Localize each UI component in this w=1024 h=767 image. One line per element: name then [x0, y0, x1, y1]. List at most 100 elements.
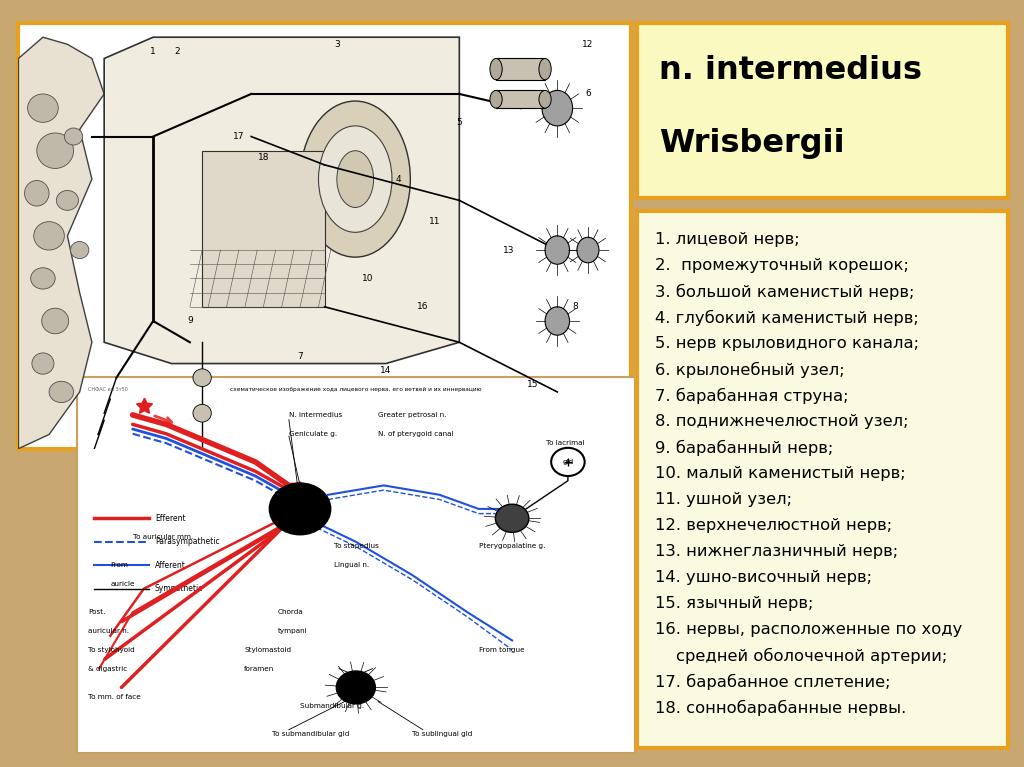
Text: Pterygopalatine g.: Pterygopalatine g. — [478, 544, 545, 549]
Ellipse shape — [25, 180, 49, 206]
FancyBboxPatch shape — [18, 23, 631, 449]
Text: 18. соннобарабанные нервы.: 18. соннобарабанные нервы. — [655, 700, 906, 716]
Text: средней оболочечной артерии;: средней оболочечной артерии; — [655, 648, 947, 664]
Circle shape — [545, 307, 569, 335]
Bar — [202, 150, 325, 307]
Text: Post.: Post. — [88, 609, 105, 615]
Polygon shape — [104, 37, 460, 364]
Circle shape — [496, 504, 528, 532]
Text: Stylomastoid: Stylomastoid — [245, 647, 292, 653]
Text: To stylohyoid: To stylohyoid — [88, 647, 135, 653]
Text: 7. барабанная струна;: 7. барабанная струна; — [655, 388, 849, 404]
Ellipse shape — [318, 126, 392, 232]
Text: 6. крылонебный узел;: 6. крылонебный узел; — [655, 362, 845, 378]
Text: 12: 12 — [583, 40, 594, 49]
Text: 4. глубокий каменистый нерв;: 4. глубокий каменистый нерв; — [655, 311, 920, 327]
Text: To submandibular gld: To submandibular gld — [272, 732, 349, 737]
FancyBboxPatch shape — [637, 211, 1008, 748]
Text: Afferent: Afferent — [155, 561, 185, 570]
Text: auricular n.: auricular n. — [88, 628, 129, 634]
Text: Wrisbergii: Wrisbergii — [659, 128, 845, 159]
Bar — [496, 91, 545, 108]
Text: 14: 14 — [380, 366, 391, 375]
Circle shape — [336, 671, 376, 704]
Text: 9. барабанный нерв;: 9. барабанный нерв; — [655, 440, 834, 456]
Text: 6: 6 — [585, 90, 591, 98]
Text: N. of pterygoid canal: N. of pterygoid canal — [378, 431, 454, 436]
Text: gld: gld — [562, 459, 573, 465]
Text: Lingual n.: Lingual n. — [334, 562, 369, 568]
Text: 3: 3 — [334, 40, 340, 49]
Text: 1: 1 — [151, 47, 156, 56]
Text: схематическое изображение хода лицевого нерва, его ветвей и их иннервацию: схематическое изображение хода лицевого … — [230, 387, 481, 392]
Text: N. intermedius: N. intermedius — [289, 412, 342, 418]
Text: 3. большой каменистый нерв;: 3. большой каменистый нерв; — [655, 285, 914, 301]
Text: auricle: auricle — [111, 581, 135, 587]
Polygon shape — [18, 37, 104, 449]
Ellipse shape — [300, 101, 411, 257]
Text: 1. лицевой нерв;: 1. лицевой нерв; — [655, 232, 800, 248]
Text: 8: 8 — [572, 302, 579, 311]
Text: 13: 13 — [503, 245, 514, 255]
Text: 5. нерв крыловидного канала;: 5. нерв крыловидного канала; — [655, 336, 920, 351]
Text: To auricular mm.: To auricular mm. — [133, 534, 193, 540]
Text: Geniculate g.: Geniculate g. — [289, 431, 337, 436]
Ellipse shape — [37, 133, 74, 169]
Text: 14. ушно-височный нерв;: 14. ушно-височный нерв; — [655, 570, 872, 585]
Bar — [496, 58, 545, 80]
Text: Greater petrosal n.: Greater petrosal n. — [378, 412, 446, 418]
Ellipse shape — [65, 128, 83, 145]
Circle shape — [542, 91, 572, 126]
Text: tympani: tympani — [278, 628, 307, 634]
Text: 10: 10 — [361, 274, 373, 283]
Circle shape — [577, 237, 599, 263]
FancyBboxPatch shape — [637, 23, 1008, 198]
FancyBboxPatch shape — [77, 377, 635, 753]
Ellipse shape — [489, 91, 502, 108]
Text: 2: 2 — [175, 47, 180, 56]
Ellipse shape — [539, 58, 551, 80]
Text: & digastric: & digastric — [88, 666, 127, 672]
Text: To sublingual gld: To sublingual gld — [412, 732, 472, 737]
Text: 17. барабанное сплетение;: 17. барабанное сплетение; — [655, 673, 891, 690]
Ellipse shape — [489, 58, 502, 80]
Ellipse shape — [28, 94, 58, 122]
Text: 12. верхнечелюстной нерв;: 12. верхнечелюстной нерв; — [655, 518, 893, 533]
Text: 9: 9 — [187, 317, 193, 325]
Text: To mm. of face: To mm. of face — [88, 694, 140, 700]
Ellipse shape — [193, 404, 211, 422]
Text: n. intermedius: n. intermedius — [659, 55, 923, 86]
Text: 8. поднижнечелюстной узел;: 8. поднижнечелюстной узел; — [655, 414, 909, 429]
Text: To stapedius: To stapedius — [334, 544, 379, 549]
Text: Submandibular g.: Submandibular g. — [300, 703, 365, 709]
Text: To lacrimal: To lacrimal — [546, 440, 584, 446]
Ellipse shape — [32, 353, 54, 374]
Text: 10. малый каменистый нерв;: 10. малый каменистый нерв; — [655, 466, 906, 481]
Ellipse shape — [34, 222, 65, 250]
Ellipse shape — [71, 242, 89, 258]
Text: Chorda: Chorda — [278, 609, 303, 615]
Text: foramen: foramen — [245, 666, 274, 672]
Text: From: From — [111, 562, 128, 568]
Ellipse shape — [49, 381, 74, 403]
Text: 4: 4 — [395, 175, 401, 183]
Circle shape — [269, 483, 331, 535]
Text: 18: 18 — [258, 153, 269, 163]
Text: 7: 7 — [297, 352, 303, 361]
Text: 15. язычный нерв;: 15. язычный нерв; — [655, 596, 814, 611]
Circle shape — [545, 236, 569, 264]
Text: 17: 17 — [233, 132, 245, 141]
Ellipse shape — [337, 150, 374, 207]
Text: 13. нижнеглазничный нерв;: 13. нижнеглазничный нерв; — [655, 544, 898, 559]
Text: 2.  промежуточный корешок;: 2. промежуточный корешок; — [655, 258, 909, 273]
Text: 11. ушной узел;: 11. ушной узел; — [655, 492, 793, 507]
Text: Sympathetic: Sympathetic — [155, 584, 204, 593]
Text: Efferent: Efferent — [155, 514, 185, 523]
Ellipse shape — [539, 91, 551, 108]
Ellipse shape — [42, 308, 69, 334]
Ellipse shape — [31, 268, 55, 289]
Text: Parasympathetic: Parasympathetic — [155, 538, 219, 546]
Text: 16. нервы, расположенные по ходу: 16. нервы, расположенные по ходу — [655, 622, 963, 637]
Text: СНФАС ин Зт50: СНФАС ин Зт50 — [88, 387, 128, 392]
Text: 16: 16 — [417, 302, 428, 311]
